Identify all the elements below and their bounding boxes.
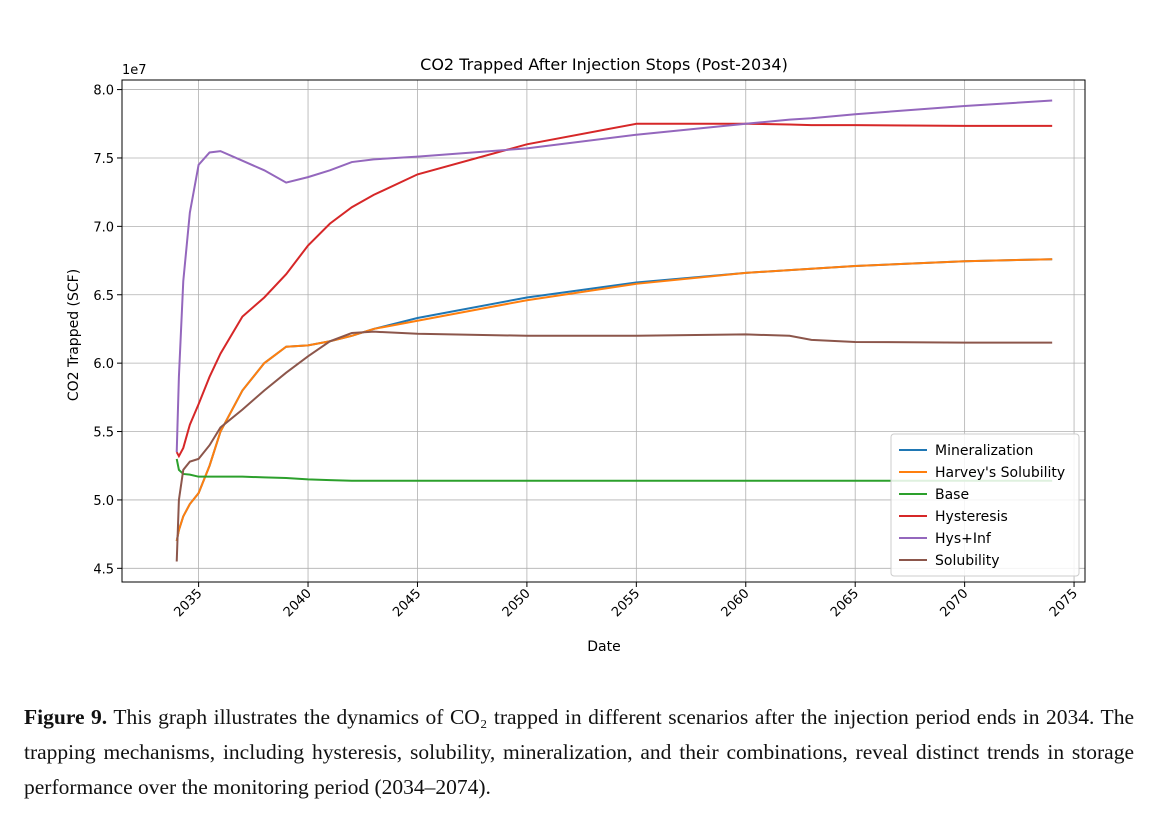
legend-label: Hysteresis (935, 509, 1008, 525)
legend-label: Solubility (935, 553, 1000, 569)
series-line (175, 458, 1053, 482)
caption: Figure 9. This graph illustrates the dyn… (24, 700, 1134, 805)
x-tick-label: 2070 (937, 586, 971, 620)
x-tick-label: 2045 (390, 586, 424, 620)
x-tick-label: 2050 (500, 586, 534, 620)
plot-frame (121, 79, 1086, 583)
legend-label: Harvey's Solubility (935, 465, 1065, 481)
legend-label: Base (935, 487, 969, 503)
y-tick-label: 4.5 (93, 562, 114, 577)
x-tick-label: 2060 (719, 586, 753, 620)
offset-label: 1e7 (122, 63, 147, 78)
x-tick-label: 2035 (171, 586, 205, 620)
y-tick-label: 7.0 (93, 220, 114, 235)
chart-title: CO2 Trapped After Injection Stops (Post-… (420, 55, 788, 74)
series-line (175, 99, 1053, 453)
legend-label: Mineralization (935, 443, 1033, 459)
legend-label: Hys+Inf (935, 531, 992, 547)
y-tick-label: 6.0 (93, 357, 114, 372)
series-line (175, 330, 1053, 562)
x-tick-label: 2040 (281, 586, 315, 620)
y-tick-label: 7.5 (93, 152, 114, 167)
caption-text: This graph illustrates the dynamics of C… (24, 705, 1134, 799)
y-tick-label: 6.5 (93, 289, 114, 304)
y-tick-label: 5.0 (93, 494, 114, 509)
y-tick-label: 5.5 (93, 426, 114, 441)
x-tick-label: 2075 (1047, 586, 1081, 620)
x-tick-label: 2055 (609, 586, 643, 620)
series-line (175, 122, 1053, 459)
x-axis-label: Date (587, 639, 620, 655)
legend: Mineralization Harvey's Solubility Base Hys… (890, 433, 1080, 577)
x-tick-label: 2065 (828, 586, 862, 620)
y-axis-label: CO2 Trapped (SCF) (66, 269, 82, 401)
y-tick-label: 8.0 (93, 84, 114, 99)
legend-frame (890, 433, 1080, 577)
caption-label: Figure 9. (24, 705, 108, 729)
chart: CO2 Trapped After Injection Stops (Post-… (66, 55, 1086, 655)
